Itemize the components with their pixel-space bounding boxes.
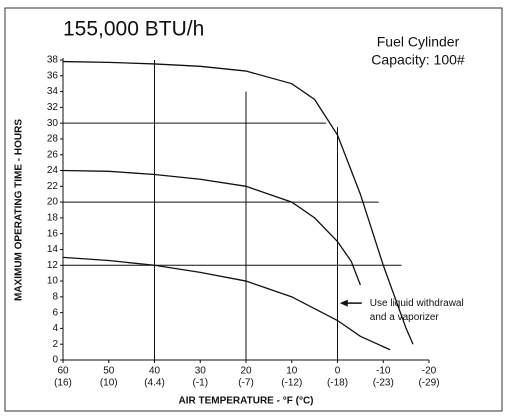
x-tick-label: 50 [103,366,115,377]
y-tick-label: 26 [47,149,59,160]
annotation-text: Use liquid withdrawal [370,298,464,309]
curve [62,256,391,351]
x-tick-label: 10 [286,366,298,377]
y-tick-label: 12 [47,260,59,271]
y-tick-label: 18 [47,213,59,224]
y-tick-label: 28 [47,134,59,145]
y-tick-label: 10 [47,276,59,287]
x-tick-sublabel: (-12) [281,378,302,389]
y-tick-label: 6 [52,307,58,318]
x-tick-sublabel: (-29) [418,378,439,389]
y-tick-label: 34 [47,86,59,97]
y-axis-label: MAXIMUM OPERATING TIME - HOURS [14,119,25,301]
y-tick-label: 22 [47,181,59,192]
x-tick-sublabel: (-7) [238,378,254,389]
annotation-arrowhead [339,299,348,307]
x-tick-sublabel: (-23) [373,378,394,389]
x-axis-label: AIR TEMPERATURE - °F (°C) [178,396,313,407]
subtitle: Fuel Cylinder [377,34,460,50]
x-tick-sublabel: (4.4) [144,378,165,389]
y-tick-label: 38 [47,55,59,66]
x-tick-sublabel: (16) [54,378,72,389]
y-tick-label: 8 [52,291,58,302]
curve [62,60,414,345]
x-tick-label: -20 [422,366,437,377]
y-tick-label: 32 [47,102,59,113]
subtitle: Capacity: 100# [371,52,465,68]
x-tick-label: 0 [335,366,341,377]
x-tick-label: 60 [57,366,69,377]
x-tick-label: 30 [195,366,207,377]
y-tick-label: 14 [47,244,59,255]
frame [4,7,503,412]
x-tick-sublabel: (10) [100,378,118,389]
y-tick-label: 2 [52,339,58,350]
y-tick-label: 16 [47,228,59,239]
y-tick-label: 0 [52,355,58,366]
y-tick-label: 4 [52,323,58,334]
chart-title: 155,000 BTU/h [63,18,204,41]
x-tick-label: 20 [240,366,252,377]
x-tick-sublabel: (-18) [327,378,348,389]
curve [62,169,361,286]
y-tick-label: 30 [47,118,59,129]
y-tick-label: 20 [47,197,59,208]
y-tick-label: 24 [47,165,59,176]
x-tick-label: -10 [376,366,391,377]
x-tick-label: 40 [149,366,161,377]
annotation-text: and a vaporizer [370,312,440,323]
x-tick-sublabel: (-1) [192,378,208,389]
y-tick-label: 36 [47,70,59,81]
